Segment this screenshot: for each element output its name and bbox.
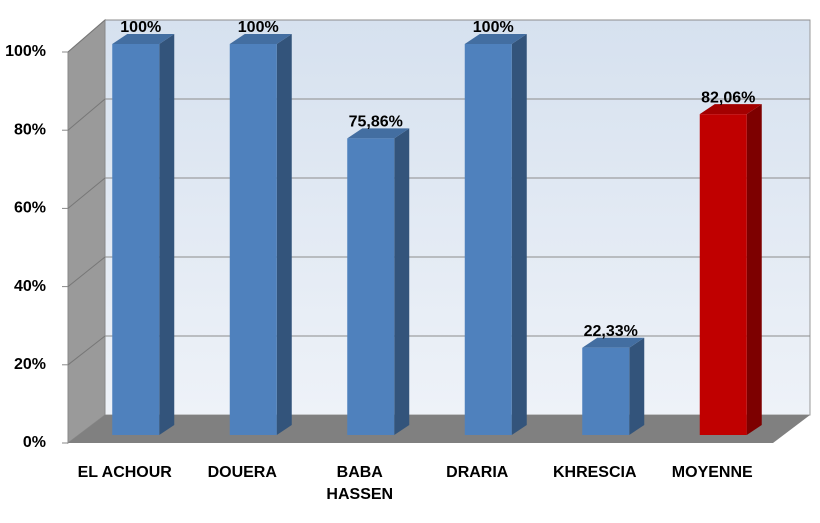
y-tick-label: 80%	[14, 121, 46, 138]
y-tick-label: 40%	[14, 278, 46, 295]
x-tick-label: BABA HASSEN	[326, 464, 394, 503]
bar-side	[511, 34, 527, 435]
side-wall	[67, 18, 106, 445]
x-tick-label: EL ACHOUR	[77, 464, 172, 481]
bar	[464, 44, 512, 435]
data-label: 100%	[120, 19, 161, 36]
bar	[582, 347, 630, 435]
grid-line	[67, 256, 106, 287]
data-label: 82,06%	[701, 89, 755, 106]
bar-side	[159, 34, 175, 435]
bar-side	[394, 128, 410, 436]
x-tick-label: MOYENNE	[671, 464, 753, 481]
bar-side	[629, 337, 645, 435]
bar-top	[582, 337, 645, 348]
y-tick-label: 20%	[14, 356, 46, 373]
bar	[229, 44, 277, 435]
bar	[347, 138, 395, 436]
bar-side	[746, 104, 762, 436]
bar-top	[699, 104, 762, 115]
y-tick-label: 100%	[5, 43, 46, 60]
grid-line	[67, 177, 106, 209]
grid-line	[67, 19, 106, 53]
x-tick-label: DOUERA	[207, 464, 277, 481]
bar-top	[112, 34, 175, 44]
data-label: 75,86%	[349, 114, 403, 131]
data-label: 22,33%	[584, 323, 638, 340]
bar	[699, 114, 747, 436]
y-tick-label: 60%	[14, 200, 46, 217]
x-tick-label: DRARIA	[446, 464, 509, 481]
bar-top	[347, 128, 410, 139]
bar-side	[276, 34, 292, 435]
floor	[68, 415, 810, 443]
y-tick-label: 0%	[23, 434, 46, 451]
grid-line	[67, 98, 106, 131]
bar-top	[464, 34, 527, 44]
data-label: 100%	[473, 19, 514, 36]
data-label: 100%	[238, 19, 279, 36]
grid-line	[67, 335, 106, 366]
bar	[112, 44, 160, 435]
bar-top	[229, 34, 292, 44]
x-tick-label: KHRESCIA	[552, 464, 637, 481]
